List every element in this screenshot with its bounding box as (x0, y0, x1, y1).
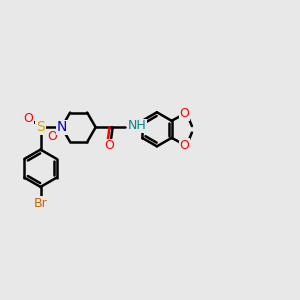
Text: N: N (56, 120, 67, 134)
Text: NH: NH (128, 119, 147, 132)
Text: O: O (47, 130, 57, 143)
Text: S: S (36, 120, 45, 134)
Text: O: O (180, 107, 190, 120)
Text: N: N (56, 120, 67, 134)
Text: O: O (180, 139, 190, 152)
Text: Br: Br (34, 196, 47, 210)
Text: O: O (104, 140, 114, 152)
Text: O: O (23, 112, 33, 125)
